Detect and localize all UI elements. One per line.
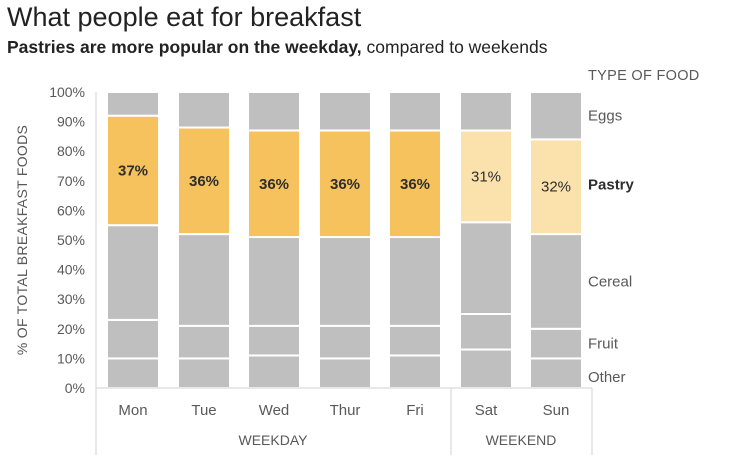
legend-item-eggs: Eggs: [588, 108, 622, 125]
bar-segment-fruit: [459, 313, 513, 351]
bar-segment-eggs: [106, 91, 160, 117]
y-tick-label: 20%: [57, 321, 85, 337]
legend-item-pastry: Pastry: [588, 177, 635, 194]
pastry-data-label: 37%: [118, 162, 148, 179]
bar-segment-eggs: [247, 91, 301, 132]
y-tick-label: 70%: [57, 173, 85, 189]
bar-segment-eggs: [177, 91, 231, 129]
y-axis-title: % OF TOTAL BREAKFAST FOODS: [14, 125, 30, 355]
legend-item-cereal: Cereal: [588, 273, 632, 290]
bar-segment-fruit: [106, 318, 160, 360]
chart-title: What people eat for breakfast: [7, 2, 362, 32]
x-tick-label: Sun: [543, 402, 570, 419]
y-tick-label: 30%: [57, 291, 85, 307]
y-tick-label: 60%: [57, 202, 85, 218]
bar-segment-other: [177, 357, 231, 389]
bar-segment-fruit: [177, 324, 231, 360]
x-tick-label: Fri: [406, 402, 424, 419]
bar-segment-pastry: [388, 129, 442, 239]
y-tick-label: 50%: [57, 232, 85, 248]
pastry-data-label: 36%: [330, 176, 360, 193]
legend-item-other: Other: [588, 369, 626, 386]
bar-segment-cereal: [459, 221, 513, 316]
x-tick-label: Mon: [118, 402, 147, 419]
pastry-data-label: 32%: [541, 179, 571, 196]
bar-segment-eggs: [459, 91, 513, 132]
bar-segment-other: [388, 354, 442, 390]
bar-segment-other: [529, 357, 583, 389]
pastry-data-label: 31%: [471, 168, 501, 185]
bar-segment-eggs: [529, 91, 583, 141]
bar-segment-fruit: [318, 324, 372, 360]
bar-segment-pastry: [177, 126, 231, 236]
y-tick-label: 0%: [65, 380, 85, 396]
bar-segment-fruit: [529, 327, 583, 360]
bar-segment-other: [106, 357, 160, 389]
bar-segment-cereal: [529, 233, 583, 330]
bar-segment-pastry: [459, 129, 513, 224]
x-tick-label: Thur: [330, 402, 361, 419]
y-tick-label: 40%: [57, 262, 85, 278]
bar-segment-cereal: [388, 236, 442, 327]
chart-subtitle: Pastries are more popular on the weekday…: [7, 37, 547, 58]
y-tick-label: 10%: [57, 350, 85, 366]
bar-segment-other: [318, 357, 372, 389]
x-tick-label: Tue: [191, 402, 216, 419]
x-group-label: WEEKEND: [486, 432, 557, 448]
x-tick-label: Wed: [259, 402, 290, 419]
bar-segment-other: [459, 348, 513, 389]
legend-item-fruit: Fruit: [588, 336, 619, 353]
bar-segment-eggs: [388, 91, 442, 132]
bar-segment-other: [247, 354, 301, 390]
bar-segment-cereal: [106, 224, 160, 321]
bar-segment-fruit: [247, 324, 301, 357]
subtitle-bold: Pastries are more popular on the weekday…: [7, 37, 362, 57]
bar-segment-cereal: [318, 236, 372, 327]
bar-segment-eggs: [318, 91, 372, 132]
bar-segment-fruit: [388, 324, 442, 357]
pastry-data-label: 36%: [259, 176, 289, 193]
y-tick-label: 80%: [57, 143, 85, 159]
pastry-data-label: 36%: [400, 176, 430, 193]
y-tick-label: 90%: [57, 114, 85, 130]
pastry-data-label: 36%: [189, 173, 219, 190]
subtitle-normal: compared to weekends: [361, 37, 548, 57]
bar-segment-cereal: [247, 236, 301, 327]
bar-segment-pastry: [529, 138, 583, 236]
x-tick-label: Sat: [475, 402, 498, 419]
x-group-label: WEEKDAY: [239, 432, 309, 448]
bar-segment-pastry: [247, 129, 301, 239]
legend-title: TYPE OF FOOD: [588, 68, 700, 84]
y-tick-label: 100%: [49, 84, 85, 100]
bar-segment-cereal: [177, 233, 231, 327]
